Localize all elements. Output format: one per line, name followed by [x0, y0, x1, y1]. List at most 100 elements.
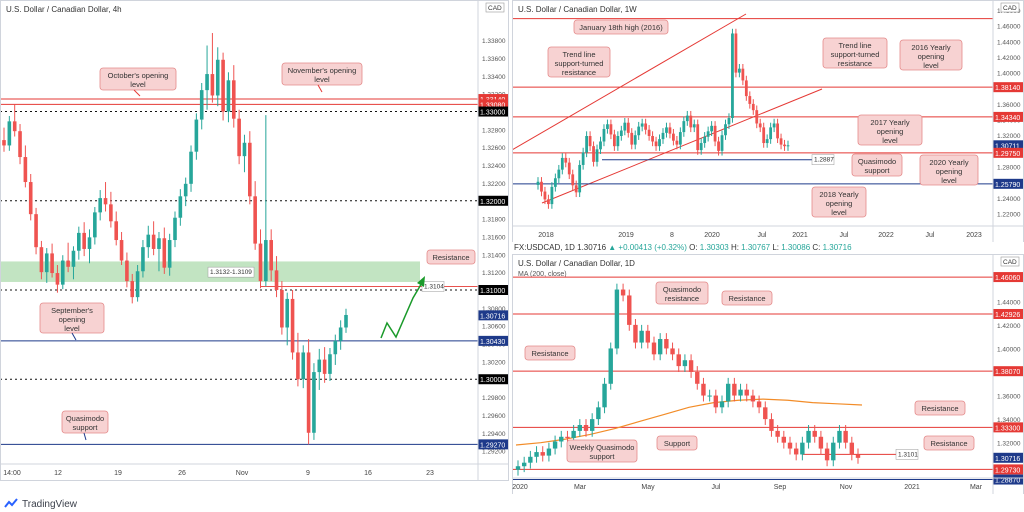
chart-1d[interactable]: 1.460001.440001.420001.400001.380001.360…	[512, 254, 1024, 495]
price-label-bg	[478, 99, 512, 110]
price-label: 1.42926	[995, 312, 1020, 319]
x-tick-label: 9	[306, 470, 310, 477]
chart-panel-4h[interactable]: 1.338001.336001.334001.332001.330001.328…	[0, 0, 512, 494]
candle-body	[588, 136, 592, 147]
candle-body	[231, 80, 236, 119]
candle-body	[565, 436, 570, 438]
note-trendline-1-text: Trend line	[562, 50, 595, 59]
candle-body	[178, 196, 183, 218]
price-label-bg	[478, 439, 512, 450]
chart-panel-1w[interactable]: 1.480001.460001.440001.420001.400001.380…	[511, 0, 1024, 243]
note-2017-open-box	[857, 114, 923, 146]
candle-body	[651, 136, 654, 142]
candle-body	[557, 169, 561, 179]
candle-body	[130, 281, 135, 298]
candle-body	[806, 430, 811, 443]
price-label: 1.30000	[480, 377, 505, 384]
candle-body	[781, 436, 787, 443]
candle-body	[599, 141, 602, 150]
y-tick-label: 1.44000	[997, 39, 1021, 46]
note-2020-open-text: 2020 Yearly	[929, 158, 968, 167]
candle-body	[626, 122, 630, 133]
x-tick-label: 2019	[618, 232, 634, 239]
y-tick-label: 1.40000	[997, 71, 1021, 78]
candle-body	[612, 134, 616, 147]
note-support-text: Support	[664, 439, 691, 448]
candle-body	[559, 436, 564, 442]
price-label: 1.29270	[480, 442, 505, 449]
y-tick-label: 1.31600	[482, 234, 506, 241]
candle-body	[855, 454, 861, 458]
y-tick-label: 1.28000	[997, 165, 1021, 172]
candle-body	[699, 143, 703, 151]
chart-4h[interactable]: 1.338001.336001.334001.332001.330001.328…	[0, 0, 512, 494]
candle-body	[843, 430, 848, 443]
panel-frame	[512, 0, 1024, 243]
candle-body	[769, 127, 773, 140]
price-label-bg	[993, 111, 1024, 122]
candle-body	[616, 136, 620, 147]
candle-body	[703, 136, 707, 144]
candle-body	[619, 130, 623, 136]
candle-body	[645, 330, 651, 343]
x-tick-label: 14:00	[3, 470, 21, 477]
note-quasimodo-resistance-text: resistance	[665, 294, 699, 303]
price-label: 1.34340	[995, 115, 1020, 122]
price-label-bg	[993, 464, 1024, 475]
candle-body	[837, 430, 842, 443]
note-2017-open-text: opening	[877, 127, 904, 136]
candle-body	[755, 110, 759, 124]
pointer-line	[317, 84, 323, 93]
candle-body	[328, 354, 332, 374]
resistance-tag-label: 1.3104	[424, 283, 444, 290]
candle-body	[189, 151, 193, 184]
note-2020-open-text: opening	[936, 167, 963, 176]
note-trendline-2-text: support-turned	[831, 50, 880, 59]
candle-body	[151, 234, 156, 249]
price-label-bg	[478, 310, 512, 321]
candle-body	[654, 141, 658, 147]
y-tick-label: 1.31800	[482, 217, 506, 224]
candle-body	[199, 90, 204, 120]
candle-body	[688, 360, 694, 372]
note-quasimodo-text: support	[864, 166, 890, 175]
candle-body	[2, 140, 6, 146]
note-quasimodo-resistance-text: Quasimodo	[663, 285, 701, 294]
candle-body	[125, 260, 129, 282]
candle-body	[77, 232, 81, 251]
y-tick-label: 1.32000	[997, 133, 1021, 140]
candle-body	[793, 448, 799, 455]
candle-body	[720, 135, 724, 151]
candle-body	[620, 289, 626, 296]
note-weekly-quasimodo-box	[566, 439, 638, 463]
candle-body	[515, 466, 521, 470]
candle-body	[550, 186, 554, 205]
brand-footer[interactable]: TradingView	[4, 497, 77, 511]
price-label: 1.28870	[995, 478, 1020, 485]
candle-body	[668, 127, 672, 134]
trend-line-upper	[511, 13, 747, 151]
candle-body	[644, 123, 648, 130]
candle-body	[66, 260, 70, 267]
chart-panel-1d[interactable]: 1.460001.440001.420001.400001.380001.360…	[512, 254, 1024, 495]
y-tick-label: 1.32200	[482, 181, 506, 188]
candle-body	[290, 298, 295, 353]
x-tick-label: Jul	[926, 232, 935, 239]
note-2017-open-text: 2017 Yearly	[870, 118, 909, 127]
y-tick-label: 1.22000	[997, 211, 1021, 218]
chart-1w[interactable]: 1.480001.460001.440001.420001.400001.380…	[511, 0, 1024, 243]
y-tick-label: 1.31200	[482, 270, 506, 277]
candle-body	[60, 260, 65, 285]
price-label: 1.33300	[995, 425, 1020, 432]
quasimodo-tag-label: 1.2887	[814, 157, 834, 164]
currency-badge	[1000, 2, 1020, 13]
note-2016-open-text: 2016 Yearly	[911, 43, 950, 52]
candle-body	[103, 198, 108, 205]
candle-body	[571, 430, 576, 438]
note-november-open-text: November's opening	[288, 66, 357, 75]
note-resistance-text: Resistance	[432, 253, 469, 262]
candle-body	[633, 324, 638, 343]
price-label-bg	[993, 272, 1024, 283]
note-2020-open-box	[919, 154, 979, 186]
candle-body	[167, 240, 172, 268]
